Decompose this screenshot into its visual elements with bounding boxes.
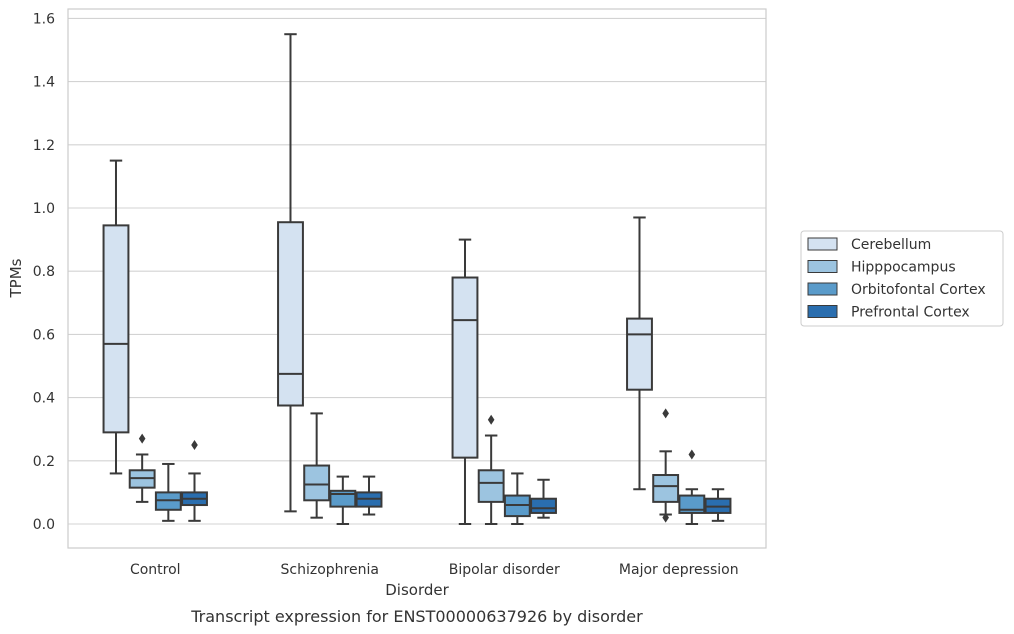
outlier-marker bbox=[138, 433, 146, 444]
gridlines bbox=[68, 17, 766, 525]
box-1-0 bbox=[277, 33, 304, 513]
x-tick-label: Major depression bbox=[619, 562, 739, 578]
y-tick-labels: 0.0 0.2 0.4 0.6 0.8 1.0 1.2 1.4 1.6 bbox=[33, 11, 55, 533]
legend-swatch bbox=[807, 282, 838, 296]
legend-swatch bbox=[807, 260, 838, 273]
box-2-2 bbox=[503, 472, 531, 525]
x-tick-label: Bipolar disorder bbox=[449, 562, 560, 578]
outlier-marker bbox=[191, 440, 198, 450]
box-2-3 bbox=[530, 478, 557, 519]
y-tick-label: 0.2 bbox=[33, 454, 55, 470]
y-axis-label: TPMs bbox=[7, 258, 25, 298]
box-iqr bbox=[451, 276, 479, 459]
legend-swatch bbox=[807, 237, 838, 251]
y-tick-label: 0.6 bbox=[33, 327, 55, 343]
x-tick-labels: Control Schizophrenia Bipolar disorder Majo… bbox=[130, 562, 739, 578]
box-iqr bbox=[477, 469, 505, 503]
outlier-marker bbox=[662, 512, 669, 523]
legend-swatch bbox=[807, 305, 838, 318]
box-iqr bbox=[530, 497, 557, 514]
x-axis-label: Disorder bbox=[385, 581, 449, 599]
box-iqr bbox=[652, 474, 680, 503]
legend-label: Prefrontal Cortex bbox=[851, 305, 970, 321]
box-0-1 bbox=[128, 433, 156, 503]
box-0-3 bbox=[181, 440, 208, 522]
box-3-2 bbox=[678, 449, 706, 525]
box-0-2 bbox=[154, 462, 182, 522]
box-3-0 bbox=[626, 216, 653, 491]
y-tick-label: 1.2 bbox=[33, 138, 55, 154]
boxes bbox=[102, 33, 732, 525]
x-tick-label: Schizophrenia bbox=[281, 562, 379, 578]
box-3-3 bbox=[704, 488, 732, 522]
y-tick-label: 0.0 bbox=[33, 517, 55, 533]
plot-frame bbox=[67, 8, 767, 549]
y-tick-label: 1.6 bbox=[33, 11, 55, 27]
legend-frame bbox=[800, 230, 1004, 327]
y-tick-label: 1.4 bbox=[33, 75, 55, 91]
box-iqr bbox=[626, 317, 653, 391]
figure-caption: Transcript expression for ENST0000063792… bbox=[190, 607, 643, 626]
box-1-3 bbox=[355, 475, 383, 516]
box-3-1 bbox=[652, 408, 680, 523]
legend-label: Hipppocampus bbox=[851, 260, 956, 276]
y-tick-label: 1.0 bbox=[33, 201, 55, 217]
outlier-marker bbox=[487, 414, 495, 425]
legend-label: Orbitofontal Cortex bbox=[851, 282, 986, 298]
box-iqr bbox=[277, 221, 304, 407]
box-1-2 bbox=[329, 475, 357, 525]
y-tick-label: 0.4 bbox=[33, 391, 55, 407]
legend-label: Cerebellum bbox=[851, 237, 931, 253]
y-tick-label: 0.8 bbox=[33, 264, 55, 280]
box-0-0 bbox=[102, 159, 130, 475]
x-tick-label: Control bbox=[130, 562, 181, 578]
legend: Cerebellum Hipppocampus Orbitofontal Corte… bbox=[800, 230, 1004, 327]
box-iqr bbox=[303, 464, 331, 502]
box-iqr bbox=[102, 224, 130, 434]
outlier-marker bbox=[688, 449, 696, 460]
box-iqr bbox=[678, 494, 706, 514]
box-1-1 bbox=[303, 412, 331, 519]
box-2-0 bbox=[451, 238, 479, 525]
box-2-1 bbox=[477, 414, 505, 525]
outlier-marker bbox=[662, 408, 669, 419]
